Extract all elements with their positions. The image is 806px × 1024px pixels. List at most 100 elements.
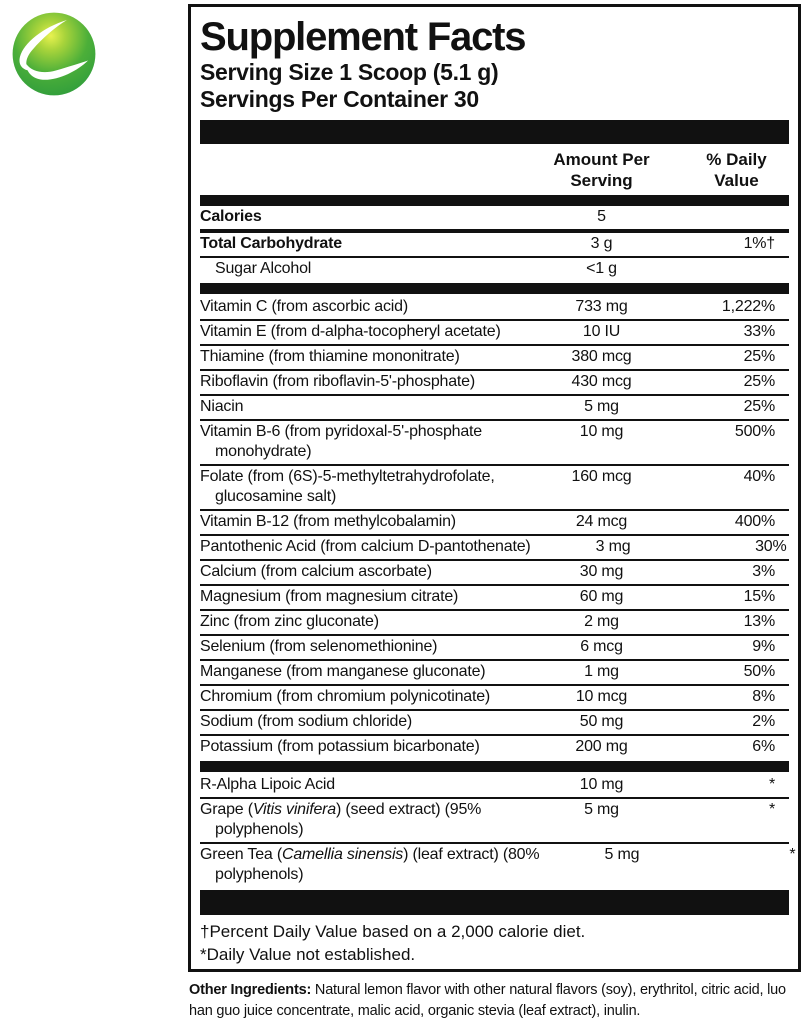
nutrient-name: Vitamin C (from ascorbic acid) — [200, 298, 408, 315]
row-divider — [200, 584, 789, 586]
table-row: Sodium (from sodium chloride) 50 mg 2% — [200, 711, 789, 734]
daily-value-cell: 25% — [743, 398, 776, 415]
amount-cell: 10 mg — [579, 423, 624, 440]
amount-cell: 733 mg — [575, 298, 628, 315]
table-row: Pantothenic Acid (from calcium D-pantoth… — [200, 536, 789, 559]
row-divider — [200, 797, 789, 799]
row-divider — [200, 709, 789, 711]
daily-value-cell: * — [768, 801, 775, 818]
row-divider — [200, 256, 789, 258]
amount-cell: 3 g — [590, 235, 613, 252]
nutrient-name: Folate (from (6S)-5-methyltetrahydrofola… — [200, 468, 495, 505]
nutrient-name: Calories — [200, 208, 262, 225]
nutrient-name: Niacin — [200, 398, 244, 415]
row-divider — [200, 634, 789, 636]
nutrient-name: Chromium (from chromium polynicotinate) — [200, 688, 491, 705]
daily-value-cell: 3% — [752, 563, 775, 580]
daily-value-cell: 25% — [743, 348, 776, 365]
row-divider — [200, 659, 789, 661]
row-divider — [200, 559, 789, 561]
amount-cell: 10 IU — [582, 323, 621, 340]
table-row: Manganese (from manganese gluconate) 1 mg… — [200, 661, 789, 684]
daily-value-cell: 1,222% — [721, 298, 775, 315]
amount-cell: 5 — [597, 208, 606, 225]
table-row: Thiamine (from thiamine mononitrate) 380 … — [200, 346, 789, 369]
nutrient-name: Manganese (from manganese gluconate) — [200, 663, 486, 680]
amount-cell: 24 mcg — [575, 513, 628, 530]
row-divider — [200, 419, 789, 421]
daily-value-cell: 25% — [743, 373, 776, 390]
amount-cell: 10 mg — [579, 776, 624, 793]
table-row: Calories 5 — [200, 206, 789, 229]
other-ingredients: Other Ingredients: Natural lemon flavor … — [189, 980, 801, 1022]
row-divider — [200, 842, 789, 844]
servings-per-container: Servings Per Container 30 — [200, 86, 479, 112]
daily-value-column-header: % Daily Value — [706, 150, 767, 190]
table-row: Zinc (from zinc gluconate) 2 mg 13% — [200, 611, 789, 634]
daily-value-cell: 40% — [743, 468, 776, 485]
nutrient-name: Vitamin E (from d-alpha-tocopheryl aceta… — [200, 323, 501, 340]
amount-cell: 160 mcg — [571, 468, 632, 485]
green-globe-logo — [8, 8, 100, 100]
daily-value-cell: * — [789, 846, 796, 863]
row-divider — [200, 319, 789, 321]
other-ingredients-label: Other Ingredients: — [189, 982, 312, 998]
table-row: Potassium (from potassium bicarbonate) 20… — [200, 736, 789, 759]
panel-title: Supplement Facts — [200, 15, 527, 59]
amount-cell: 200 mg — [575, 738, 628, 755]
daily-value-cell: 2% — [752, 713, 775, 730]
nutrient-name: Sodium (from sodium chloride) — [200, 713, 413, 730]
row-divider — [200, 283, 789, 294]
daily-value-cell: 15% — [743, 588, 776, 605]
daily-value-cell: 9% — [752, 638, 775, 655]
row-divider — [200, 734, 789, 736]
daily-value-cell: 8% — [752, 688, 775, 705]
amount-cell: 5 mg — [584, 398, 619, 415]
amount-column-header: Amount Per Serving — [553, 150, 650, 190]
daily-value-cell: 13% — [743, 613, 776, 630]
nutrient-name: Calcium (from calcium ascorbate) — [200, 563, 432, 580]
amount-cell: 430 mcg — [571, 373, 632, 390]
row-divider — [200, 509, 789, 511]
table-row: Selenium (from selenomethionine) 6 mcg 9% — [200, 636, 789, 659]
amount-cell: 1 mg — [584, 663, 619, 680]
row-divider — [200, 394, 789, 396]
daily-value-cell: 500% — [734, 423, 775, 440]
amount-cell: 2 mg — [584, 613, 619, 630]
nutrient-name: Pantothenic Acid (from calcium D-pantoth… — [200, 538, 531, 555]
table-row: Chromium (from chromium polynicotinate) 1… — [200, 686, 789, 709]
nutrient-name: Magnesium (from magnesium citrate) — [200, 588, 459, 605]
row-divider — [200, 464, 789, 466]
nutrient-name: Vitamin B-6 (from pyridoxal-5'-phosphate… — [200, 423, 483, 460]
supplement-facts-panel: Supplement Facts Serving Size 1 Scoop (5… — [188, 4, 801, 972]
nutrient-name: Selenium (from selenomethionine) — [200, 638, 438, 655]
table-row: Vitamin B-12 (from methylcobalamin) 24 mc… — [200, 511, 789, 534]
table-row: Magnesium (from magnesium citrate) 60 mg 1… — [200, 586, 789, 609]
table-row: Green Tea (Camellia sinensis) (leaf extr… — [200, 844, 796, 887]
table-row: R-Alpha Lipoic Acid 10 mg * — [200, 774, 789, 797]
daily-value-cell: 30% — [755, 538, 787, 555]
nutrient-name: Zinc (from zinc gluconate) — [200, 613, 379, 630]
table-row: Calcium (from calcium ascorbate) 30 mg 3% — [200, 561, 789, 584]
table-row: Vitamin B-6 (from pyridoxal-5'-phosphate… — [200, 421, 789, 464]
footnote-daily-value: †Percent Daily Value based on a 2,000 ca… — [200, 922, 586, 941]
amount-cell: 50 mg — [579, 713, 624, 730]
nutrient-table: Calories 5 Total Carbohydrate 3 g 1%† Sugar A… — [200, 206, 796, 915]
amount-cell: 10 mcg — [575, 688, 628, 705]
table-row: Vitamin E (from d-alpha-tocopheryl aceta… — [200, 321, 789, 344]
amount-cell: 60 mg — [579, 588, 624, 605]
nutrient-name: R-Alpha Lipoic Acid — [200, 776, 335, 793]
nutrient-name: Thiamine (from thiamine mononitrate) — [200, 348, 460, 365]
table-row: Total Carbohydrate 3 g 1%† — [200, 233, 789, 256]
nutrient-name: Grape (Vitis vinifera) (seed extract) (9… — [200, 801, 482, 838]
amount-cell: 3 mg — [595, 538, 631, 555]
row-divider — [200, 684, 789, 686]
table-row: Niacin 5 mg 25% — [200, 396, 789, 419]
daily-value-cell: 33% — [743, 323, 776, 340]
section-bar — [200, 195, 789, 206]
daily-value-cell: * — [768, 776, 775, 793]
daily-value-cell: 1%† — [743, 235, 776, 252]
nutrient-name: Riboflavin (from riboflavin-5'-phosphate… — [200, 373, 475, 390]
row-divider — [200, 229, 789, 233]
row-divider — [200, 344, 789, 346]
